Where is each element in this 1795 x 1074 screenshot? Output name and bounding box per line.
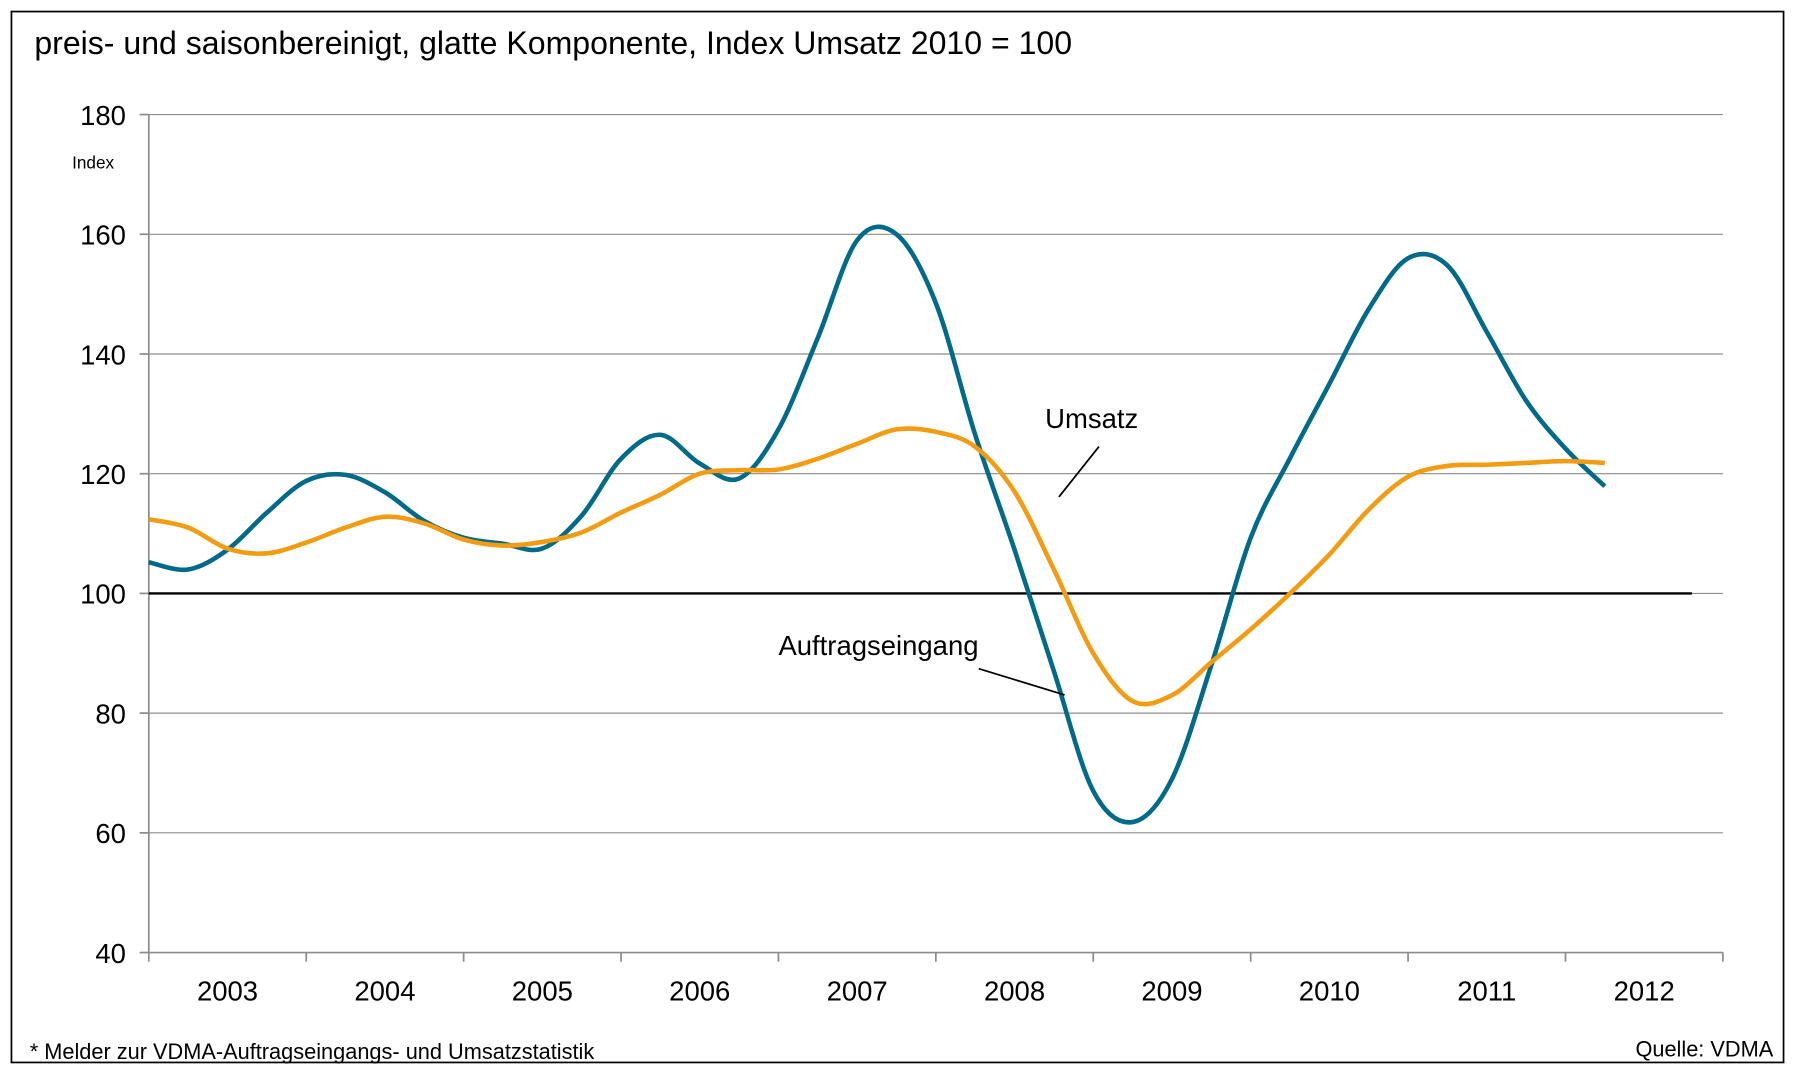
y-tick-label: 180 xyxy=(80,100,126,131)
x-tick-label: 2006 xyxy=(669,976,730,1007)
y-axis-label: Index xyxy=(72,152,114,172)
x-tick-label: 2011 xyxy=(1457,976,1516,1007)
x-tick-label: 2010 xyxy=(1299,976,1360,1007)
x-tick-label: 2007 xyxy=(827,976,888,1007)
series-line xyxy=(148,224,1607,825)
footnote: * Melder zur VDMA-Auftragseingangs- und … xyxy=(30,1039,595,1064)
y-tick-label: 160 xyxy=(80,220,126,251)
x-tick-label: 2003 xyxy=(197,976,258,1007)
leader-line xyxy=(1058,446,1100,498)
y-tick-label: 120 xyxy=(80,459,126,490)
y-tick-label: 80 xyxy=(95,698,126,729)
x-tick-label: 2004 xyxy=(354,976,415,1007)
grid: 40 60 80 100 120 140 160 180 2003 2004 2005 2006 200… xyxy=(80,100,1724,1007)
series-label: Auftragseingang xyxy=(778,630,978,661)
x-tick-label: 2009 xyxy=(1141,976,1202,1007)
x-tick-label: 2008 xyxy=(984,976,1045,1007)
source: Quelle: VDMA xyxy=(1635,1037,1773,1062)
chart-title: preis- und saisonbereinigt, glatte Kompo… xyxy=(34,25,1072,61)
x-tick-label: 2005 xyxy=(512,976,573,1007)
x-tick-label: 2012 xyxy=(1614,976,1675,1007)
series-label: Umsatz xyxy=(1045,403,1138,434)
y-tick-label: 140 xyxy=(80,339,126,370)
leader-line xyxy=(978,667,1065,696)
y-tick-label: 100 xyxy=(80,579,126,610)
y-tick-label: 40 xyxy=(95,938,126,969)
frame xyxy=(10,10,1785,1064)
y-tick-label: 60 xyxy=(95,818,126,849)
lines xyxy=(148,224,1607,825)
series-line xyxy=(148,426,1605,707)
